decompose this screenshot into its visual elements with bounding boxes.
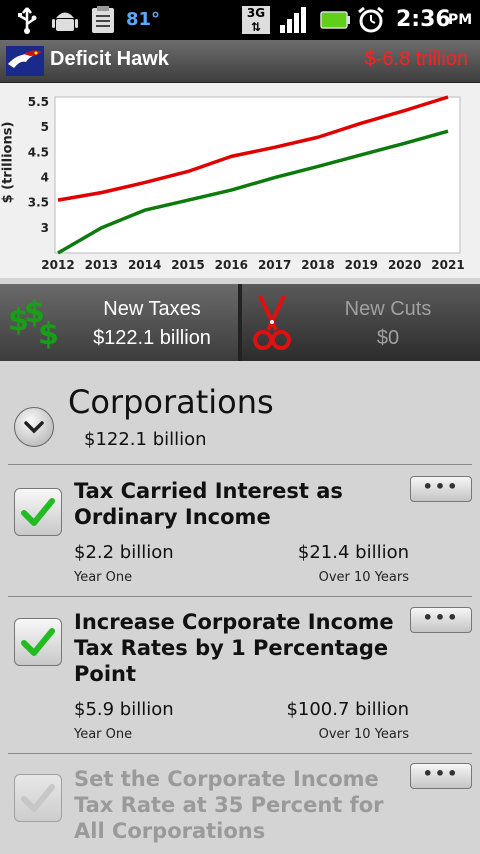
chart-series-line bbox=[57, 129, 449, 255]
divider bbox=[8, 596, 472, 597]
usb-icon bbox=[18, 7, 37, 34]
chart-y-tick-label: 3 bbox=[41, 221, 49, 235]
checkmark-icon bbox=[21, 628, 55, 656]
item-checkbox[interactable] bbox=[14, 618, 62, 666]
chart-y-tick-label: 4 bbox=[41, 171, 49, 185]
checkmark-icon bbox=[21, 784, 55, 812]
chart-x-tick-label: 2018 bbox=[301, 258, 334, 272]
svg-text:$: $ bbox=[38, 317, 59, 350]
android-debug-icon bbox=[52, 12, 78, 31]
item-year-one-amount: $2.2 billion bbox=[74, 542, 174, 563]
deficit-total: $-6.8 trillion bbox=[364, 48, 468, 70]
collapse-button[interactable] bbox=[14, 407, 54, 447]
battery-level-text: 81° bbox=[126, 9, 161, 30]
item-ten-year-amount: $100.7 billion bbox=[286, 699, 409, 720]
battery-icon bbox=[320, 11, 350, 29]
chart-y-tick-label: 5 bbox=[41, 120, 49, 134]
item-title: Tax Carried Interest as Ordinary Income bbox=[74, 479, 343, 529]
chart-y-tick-label: 3.5 bbox=[28, 196, 49, 210]
svg-text:$: $ bbox=[24, 296, 45, 330]
item-checkbox[interactable] bbox=[14, 774, 62, 822]
chart-y-tick-label: 4.5 bbox=[28, 145, 49, 159]
chart-series-line bbox=[57, 95, 449, 202]
chart-x-tick-label: 2015 bbox=[171, 258, 204, 272]
chart-plot-area bbox=[54, 96, 461, 254]
svg-text:$: $ bbox=[8, 303, 29, 338]
new-cuts-label: New Cuts bbox=[344, 298, 432, 320]
divider bbox=[8, 464, 472, 465]
chart-x-tick-label: 2019 bbox=[345, 258, 378, 272]
chart-x-tick-label: 2013 bbox=[85, 258, 118, 272]
app-title: Deficit Hawk bbox=[50, 48, 169, 70]
tab-new-taxes[interactable]: $ $ $ New Taxes $122.1 billion bbox=[0, 284, 238, 361]
clipboard-icon bbox=[92, 6, 114, 33]
dollar-signs-icon: $ $ $ bbox=[8, 296, 59, 350]
item-year-one-amount: $5.9 billion bbox=[74, 699, 174, 720]
item-ten-year-label: Over 10 Years bbox=[318, 570, 409, 585]
category-total: $122.1 billion bbox=[84, 429, 207, 450]
divider bbox=[8, 753, 472, 754]
chevron-down-icon bbox=[24, 421, 44, 434]
hawk-logo-icon bbox=[6, 46, 44, 76]
category-content: Corporations $122.1 billion Tax Carried … bbox=[0, 361, 480, 854]
chart-x-tick-label: 2021 bbox=[431, 258, 464, 272]
item-checkbox[interactable] bbox=[14, 488, 62, 536]
deficit-chart: $ (trillions) 5.5 5 4.5 4 3.5 3 2012 2013 2014 20… bbox=[0, 83, 480, 278]
item-title: Set the Corporate Income Tax Rate at 35 … bbox=[74, 767, 384, 843]
item-year-one-label: Year One bbox=[74, 727, 133, 742]
more-button[interactable]: ••• bbox=[410, 763, 472, 789]
chart-x-tick-label: 2017 bbox=[258, 258, 291, 272]
network-3g-icon: 3G ⇅ bbox=[242, 6, 270, 34]
item-ten-year-label: Over 10 Years bbox=[318, 727, 409, 742]
more-button[interactable]: ••• bbox=[410, 607, 472, 633]
network-type-label: 3G bbox=[246, 6, 266, 20]
chart-x-tick-label: 2012 bbox=[41, 258, 74, 272]
new-cuts-value: $0 bbox=[376, 327, 400, 349]
checkmark-icon bbox=[21, 498, 55, 526]
clock-time: 2:36 bbox=[396, 7, 451, 32]
alarm-icon bbox=[358, 6, 384, 33]
item-ten-year-amount: $21.4 billion bbox=[297, 542, 409, 563]
category-tabs: $ $ $ New Taxes $122.1 billion New Cuts … bbox=[0, 284, 480, 361]
scissors-icon bbox=[253, 295, 291, 350]
chart-svg: 5.5 5 4.5 4 3.5 3 2012 2013 2014 2015 2016 2017 2018… bbox=[28, 95, 465, 272]
category-title: Corporations bbox=[68, 383, 274, 421]
more-button[interactable]: ••• bbox=[410, 476, 472, 502]
clock-ampm: PM bbox=[448, 12, 473, 28]
item-year-one-label: Year One bbox=[74, 570, 133, 585]
signal-icon bbox=[280, 7, 306, 33]
tab-new-cuts[interactable]: New Cuts $0 bbox=[242, 284, 480, 361]
chart-x-tick-label: 2020 bbox=[388, 258, 421, 272]
chart-x-tick-label: 2014 bbox=[128, 258, 161, 272]
new-taxes-value: $122.1 billion bbox=[93, 327, 211, 349]
chart-y-tick-label: 5.5 bbox=[28, 95, 49, 109]
title-bar: Deficit Hawk $-6.8 trillion bbox=[0, 40, 480, 83]
item-title: Increase Corporate Income Tax Rates by 1… bbox=[74, 610, 394, 686]
chart-x-tick-label: 2016 bbox=[215, 258, 248, 272]
tab-divider bbox=[238, 284, 242, 361]
new-taxes-label: New Taxes bbox=[103, 298, 201, 320]
status-bar: 81° 3G ⇅ 2:36 PM bbox=[0, 0, 480, 40]
